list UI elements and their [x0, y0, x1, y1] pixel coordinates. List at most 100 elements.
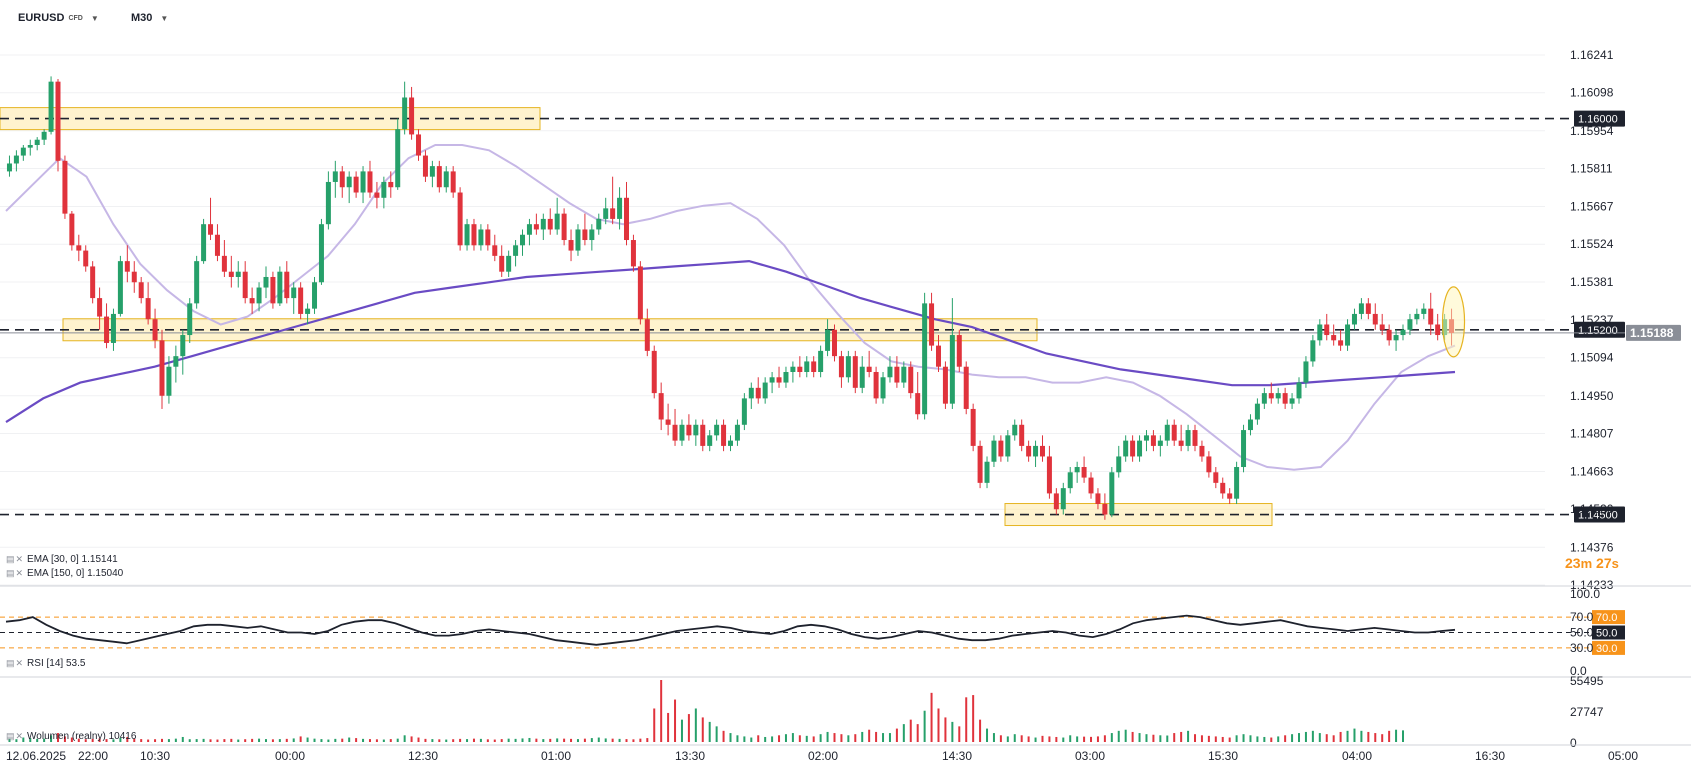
timeframe-selector[interactable]: M30 ▼	[131, 12, 168, 24]
volume-bar	[50, 735, 53, 742]
legend-rsi[interactable]: ▤✕ RSI [14] 53.5	[6, 658, 86, 669]
volume-bar	[216, 739, 219, 742]
candle-body	[1247, 419, 1253, 431]
candle-body	[852, 356, 858, 388]
candle-body	[866, 366, 872, 372]
settings-icon[interactable]: ▤✕	[6, 658, 25, 668]
candle-body	[825, 329, 831, 351]
candle-body	[485, 229, 491, 246]
candle-body	[1407, 319, 1413, 330]
volume-bar	[431, 739, 434, 742]
horizontal-levels[interactable]: 1.16000 1.15200 1.14500	[0, 110, 1625, 523]
time-axis-label: 10:30	[140, 749, 170, 763]
candle-body	[180, 335, 186, 357]
candle-body	[1414, 313, 1420, 320]
volume-bar	[847, 735, 850, 742]
candle-body	[450, 171, 456, 193]
volume-bar	[1062, 737, 1065, 742]
candle-body	[1019, 424, 1025, 446]
price-axis[interactable]: 1.16241 1.16098 1.15954 1.15811 1.15667 1.155…	[1570, 48, 1681, 592]
candle-body	[187, 303, 193, 336]
legend-volume[interactable]: ▤✕ Wolumen (realny) 10416	[6, 731, 137, 742]
volume-bar	[1304, 731, 1307, 742]
volume-bar	[944, 717, 947, 742]
candle-body	[1123, 440, 1129, 457]
volume-bar	[507, 738, 510, 742]
candle-body	[1005, 435, 1011, 457]
settings-icon[interactable]: ▤✕	[6, 731, 25, 741]
volume-bar	[972, 695, 975, 742]
candle-body	[138, 282, 144, 299]
time-axis[interactable]: 12.06.2025 22:00 10:30 00:00 12:30 01:00 13:30…	[6, 749, 1638, 763]
volume-bar	[868, 729, 871, 742]
volume-bar	[1131, 731, 1134, 742]
volume-bar	[1332, 735, 1335, 742]
volume-bar	[1284, 735, 1287, 742]
settings-icon[interactable]: ▤✕	[6, 568, 25, 578]
volume-bar	[1256, 736, 1259, 742]
candle-body	[922, 303, 928, 415]
candle-body	[1164, 424, 1170, 441]
symbol-type: CFD	[68, 14, 83, 22]
volume-bar	[1228, 737, 1231, 742]
volume-bar	[1069, 735, 1072, 742]
volume-bar	[493, 739, 496, 742]
price-axis-label: 1.14950	[1570, 389, 1614, 403]
volume-bar	[167, 739, 170, 742]
volume-bar	[258, 738, 261, 742]
candle-body	[478, 229, 484, 246]
candle-body	[492, 245, 498, 256]
volume-bar	[528, 737, 531, 742]
volume-bar	[625, 739, 628, 742]
volume-bar	[389, 739, 392, 742]
candle-body	[1157, 440, 1163, 446]
volume-bar	[368, 739, 371, 742]
rsi-axis-label: 0.0	[1570, 664, 1587, 678]
volume-bar	[29, 738, 32, 742]
price-axis-label: 1.15667	[1570, 200, 1614, 214]
candle-body	[277, 271, 283, 304]
rsi-level-bg	[1592, 610, 1625, 625]
volume-bar	[438, 739, 441, 742]
candle-body	[436, 166, 442, 188]
candle-body	[915, 393, 921, 415]
volume-bar	[63, 736, 66, 742]
volume-bar	[646, 738, 649, 742]
level-label: 1.16000	[1578, 114, 1618, 126]
candle-body	[353, 176, 359, 193]
candle-body	[956, 335, 962, 367]
legend-ema30[interactable]: ▤✕ EMA [30, 0] 1.15141	[6, 554, 118, 565]
candle-body	[568, 240, 574, 251]
volume-bar	[660, 680, 663, 742]
volume-bar	[1006, 736, 1009, 742]
symbol-selector[interactable]: EURUSD CFD ▼	[18, 12, 99, 24]
ema30-line	[5, 144, 1456, 471]
rsi-axis-label: 50.0	[1570, 626, 1594, 640]
volume-bar	[244, 739, 247, 742]
price-axis-label: 1.15237	[1570, 313, 1614, 327]
volume-bar	[840, 734, 843, 742]
chevron-down-icon: ▼	[160, 13, 169, 23]
volume-bar	[1048, 736, 1051, 742]
symbol-name: EURUSD	[18, 12, 65, 24]
timeframe-label: M30	[131, 12, 153, 24]
candle-body	[880, 377, 886, 399]
settings-icon[interactable]: ▤✕	[6, 554, 25, 564]
candle-body	[402, 97, 408, 130]
volume-bar	[202, 738, 205, 742]
candle-body	[547, 218, 553, 230]
candle-body	[409, 97, 415, 135]
volume-bar	[154, 739, 157, 742]
volume-bar	[472, 738, 475, 742]
volume-bar	[445, 739, 448, 742]
candle-body	[1241, 430, 1247, 468]
volume-bar	[611, 738, 614, 742]
legend-ema150[interactable]: ▤✕ EMA [150, 0] 1.15040	[6, 568, 124, 579]
candle-body	[62, 160, 68, 214]
time-axis-label: 12:30	[408, 749, 438, 763]
candle-body	[804, 361, 810, 372]
volume-bar	[570, 738, 573, 742]
candle-body	[76, 245, 82, 251]
